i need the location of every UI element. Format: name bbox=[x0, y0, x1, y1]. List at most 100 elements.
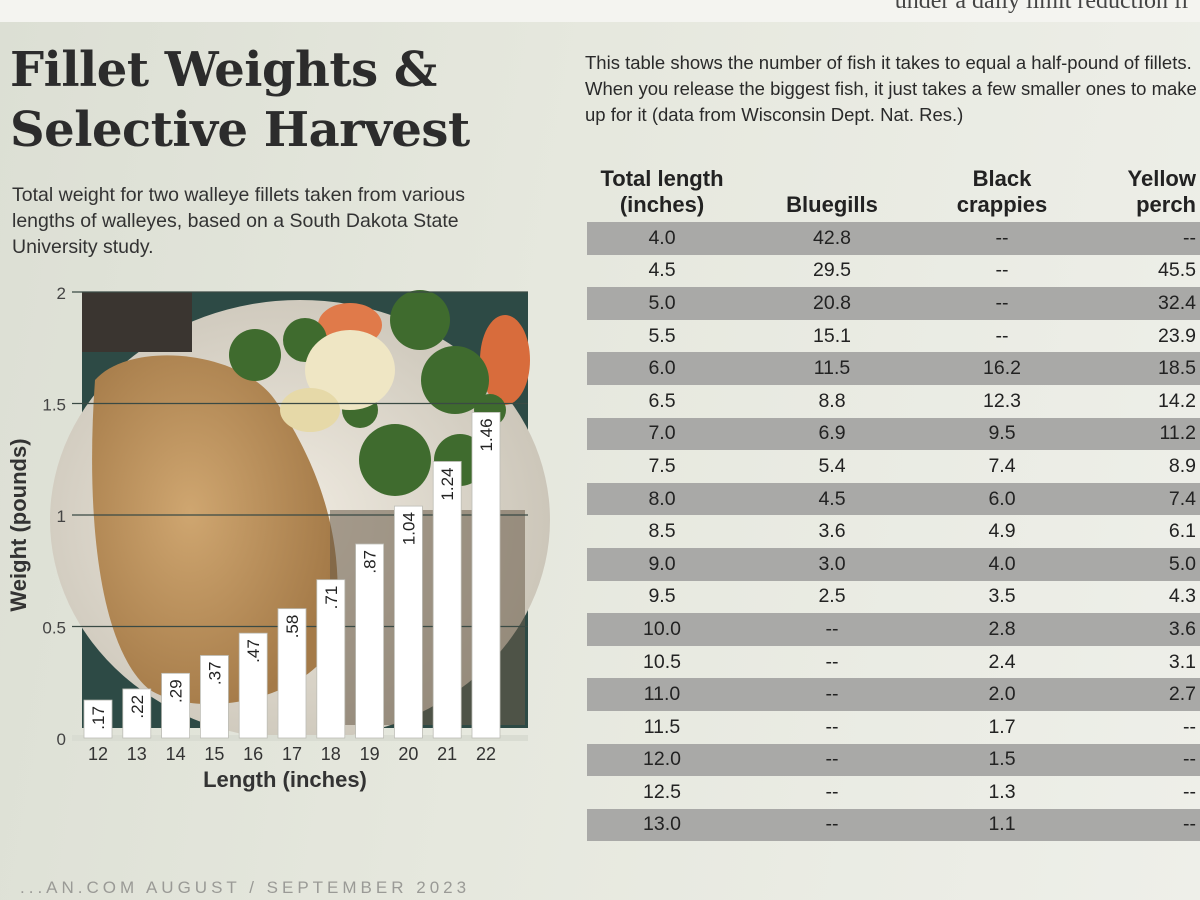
table-cell: 3.1 bbox=[1168, 650, 1196, 673]
x-tick-label: 18 bbox=[321, 744, 341, 764]
table-cell: 15.1 bbox=[813, 324, 851, 347]
table-row: 12.0 -- 1.5 -- bbox=[587, 743, 1200, 777]
table-cell: 2.4 bbox=[988, 650, 1016, 673]
table-cell: 3.0 bbox=[737, 547, 927, 581]
bar bbox=[316, 579, 346, 739]
table-cell: 4.9 bbox=[988, 520, 1016, 543]
table-row: 11.0 -- 2.0 2.7 bbox=[587, 678, 1200, 711]
table-cell: 7.0 bbox=[587, 417, 737, 451]
table-row: 8.5 3.6 4.9 6.1 bbox=[587, 515, 1200, 548]
table-cell: 9.0 bbox=[587, 547, 737, 581]
table-cell: 20.8 bbox=[737, 287, 927, 320]
x-tick-label: 17 bbox=[282, 744, 302, 764]
table-cell: 7.4 bbox=[988, 454, 1016, 477]
page-title: Fillet Weights & Selective Harvest bbox=[10, 40, 550, 160]
table-cell: -- bbox=[1183, 780, 1196, 803]
half-pound-table: Total length (inches) Bluegills Black cr… bbox=[587, 156, 1200, 842]
table-cell: 9.5 bbox=[927, 417, 1077, 451]
y-tick-label: 2 bbox=[57, 284, 66, 303]
table-row: 11.5 -- 1.7 -- bbox=[587, 711, 1200, 744]
bar bbox=[238, 632, 268, 739]
table-cell: 9.5 bbox=[648, 585, 676, 608]
table-cell: -- bbox=[737, 613, 927, 646]
bar bbox=[471, 412, 501, 739]
table-cell: 6.0 bbox=[587, 352, 737, 385]
bar-value-label: .37 bbox=[205, 661, 224, 685]
table-cell: -- bbox=[1077, 222, 1200, 255]
table-cell: 16.2 bbox=[927, 352, 1077, 385]
table-cell: -- bbox=[1077, 743, 1200, 777]
table-cell: 6.1 bbox=[1168, 520, 1196, 543]
table-cell: 10.5 bbox=[643, 650, 681, 673]
table-cell: -- bbox=[737, 743, 927, 777]
bar-value-label: .17 bbox=[89, 706, 108, 730]
table-cell: 5.0 bbox=[1077, 547, 1200, 581]
header-yellow-perch: Yellow perch bbox=[1127, 166, 1196, 217]
table-cell: 5.0 bbox=[587, 287, 737, 320]
x-tick-label: 22 bbox=[476, 744, 496, 764]
table-cell: 7.5 bbox=[648, 454, 676, 477]
food-photo bbox=[50, 290, 550, 740]
table-cell: 2.0 bbox=[927, 678, 1077, 711]
table-row: 10.5 -- 2.4 3.1 bbox=[587, 646, 1200, 679]
bar-value-label: .47 bbox=[244, 639, 263, 663]
bar bbox=[199, 655, 229, 739]
x-tick-label: 15 bbox=[204, 744, 224, 764]
table-cell: 8.5 bbox=[648, 520, 676, 543]
title-line-2: Selective Harvest bbox=[10, 102, 470, 158]
page-footer: ...AN.COM AUGUST / SEPTEMBER 2023 bbox=[20, 878, 471, 897]
y-tick-label: 0.5 bbox=[42, 619, 66, 638]
y-tick-label: 1 bbox=[57, 507, 66, 526]
y-axis-title: Weight (pounds) bbox=[6, 438, 31, 611]
table-cell: 3.5 bbox=[988, 585, 1016, 608]
table-cell: 2.8 bbox=[927, 613, 1077, 646]
table-row: 12.5 -- 1.3 -- bbox=[587, 776, 1200, 809]
table-cell: 6.9 bbox=[737, 417, 927, 451]
y-tick-label: 1.5 bbox=[42, 396, 66, 415]
table-cell: 13.0 bbox=[587, 808, 737, 842]
table-cell: -- bbox=[995, 259, 1009, 282]
table-cell: -- bbox=[737, 808, 927, 842]
weight-bar-chart: .17 .22 .29 .37 .47 .58 .71 .87 1.04 1.24 1.46 0 0.… bbox=[6, 284, 550, 792]
bar bbox=[393, 505, 423, 739]
table-cell: 42.8 bbox=[737, 222, 927, 255]
table-cell: 11.0 bbox=[587, 678, 737, 711]
table-cell: 4.3 bbox=[1168, 585, 1196, 608]
table-row: 5.0 20.8 -- 32.4 bbox=[587, 287, 1200, 320]
bar bbox=[355, 543, 385, 739]
table-cell: 12.5 bbox=[643, 780, 681, 803]
table-cell: 6.0 bbox=[927, 482, 1077, 516]
table-cell: 18.5 bbox=[1077, 352, 1200, 385]
table-cell: 1.5 bbox=[927, 743, 1077, 777]
table-row: 7.0 6.9 9.5 11.2 bbox=[587, 417, 1200, 451]
table-cell: 4.5 bbox=[737, 482, 927, 516]
table-cell: 5.4 bbox=[818, 454, 846, 477]
table-cell: -- bbox=[737, 678, 927, 711]
table-cell: -- bbox=[927, 222, 1077, 255]
x-tick-label: 19 bbox=[360, 744, 380, 764]
bar-value-label: .29 bbox=[167, 679, 186, 703]
table-row: 6.5 8.8 12.3 14.2 bbox=[587, 385, 1200, 418]
x-axis-title: Length (inches) bbox=[203, 767, 367, 792]
x-tick-label: 14 bbox=[166, 744, 186, 764]
table-cell: 8.0 bbox=[587, 482, 737, 516]
header-black-crappies: Black crappies bbox=[956, 166, 1048, 217]
table-cell: -- bbox=[825, 715, 839, 738]
table-intro: This table shows the number of fish it t… bbox=[585, 52, 1197, 125]
table-cell: 3.6 bbox=[818, 520, 846, 543]
table-row: 4.0 42.8 -- -- bbox=[587, 222, 1200, 255]
y-tick-label: 0 bbox=[57, 730, 66, 749]
header-total-length: Total length (inches) bbox=[600, 166, 724, 217]
table-row: 6.0 11.5 16.2 18.5 bbox=[587, 352, 1200, 385]
table-cell: 1.3 bbox=[988, 780, 1016, 803]
table-cell: 14.2 bbox=[1158, 389, 1196, 412]
table-cell: 11.5 bbox=[737, 352, 927, 385]
table-cell: 7.4 bbox=[1077, 482, 1200, 516]
table-row: 13.0 -- 1.1 -- bbox=[587, 808, 1200, 842]
table-cell: 4.0 bbox=[587, 222, 737, 255]
top-strip: under a daily limit reduction fr bbox=[0, 0, 1200, 22]
table-cell: 5.5 bbox=[648, 324, 676, 347]
table-cell: 45.5 bbox=[1158, 259, 1196, 282]
bar-value-label: .58 bbox=[283, 615, 302, 639]
table-cell: 32.4 bbox=[1077, 287, 1200, 320]
